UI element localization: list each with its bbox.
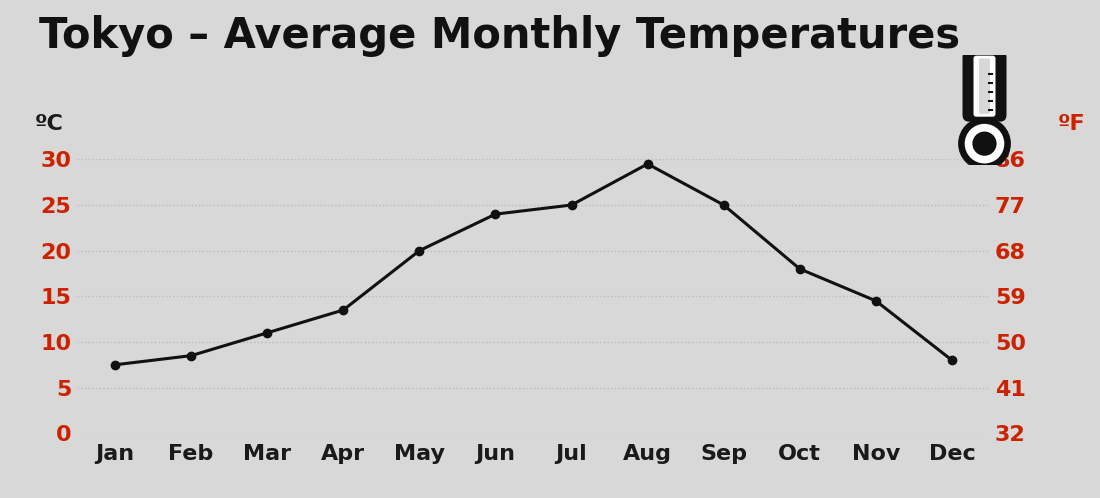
Text: Tokyo – Average Monthly Temperatures: Tokyo – Average Monthly Temperatures (39, 15, 959, 57)
FancyBboxPatch shape (962, 51, 1006, 122)
Circle shape (965, 124, 1004, 163)
FancyBboxPatch shape (979, 58, 990, 114)
FancyBboxPatch shape (974, 56, 996, 117)
Text: ºC: ºC (35, 115, 64, 134)
Circle shape (972, 131, 997, 156)
Text: ºF: ºF (1058, 115, 1086, 134)
Circle shape (958, 117, 1011, 170)
